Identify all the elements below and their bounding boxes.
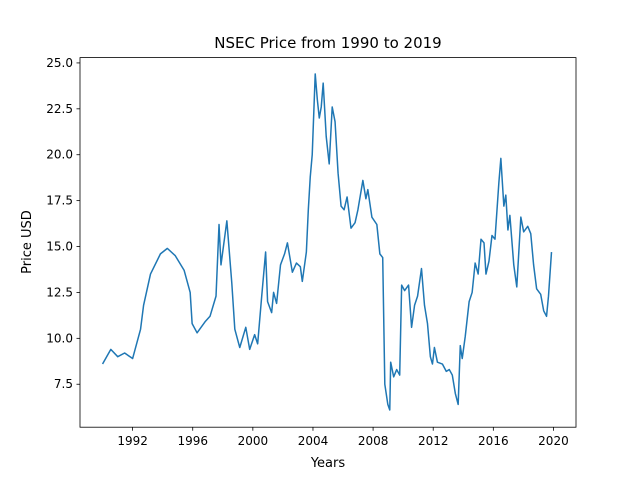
plot-frame xyxy=(79,57,577,428)
y-tick-label: 7.5 xyxy=(54,377,73,391)
chart-title: NSEC Price from 1990 to 2019 xyxy=(214,34,441,52)
x-tick-label: 2008 xyxy=(358,434,389,448)
y-tick-label: 17.5 xyxy=(46,194,73,208)
x-tick-label: 1992 xyxy=(117,434,148,448)
y-tick-label: 20.0 xyxy=(46,148,73,162)
x-tick-label: 2016 xyxy=(478,434,509,448)
x-tick-label: 2012 xyxy=(418,434,449,448)
line-series xyxy=(101,73,553,411)
y-tick-label: 10.0 xyxy=(46,331,73,345)
y-tick-label: 12.5 xyxy=(46,285,73,299)
y-tick-label: 22.5 xyxy=(46,102,73,116)
x-tick-label: 2000 xyxy=(238,434,269,448)
x-tick-label: 2020 xyxy=(538,434,569,448)
x-tick-label: 1996 xyxy=(177,434,208,448)
x-axis-label: Years xyxy=(310,456,346,471)
y-tick-label: 25.0 xyxy=(46,56,73,70)
y-tick-label: 15.0 xyxy=(46,240,73,254)
y-axis-label: Price USD xyxy=(20,210,35,274)
x-tick-label: 2004 xyxy=(298,434,329,448)
